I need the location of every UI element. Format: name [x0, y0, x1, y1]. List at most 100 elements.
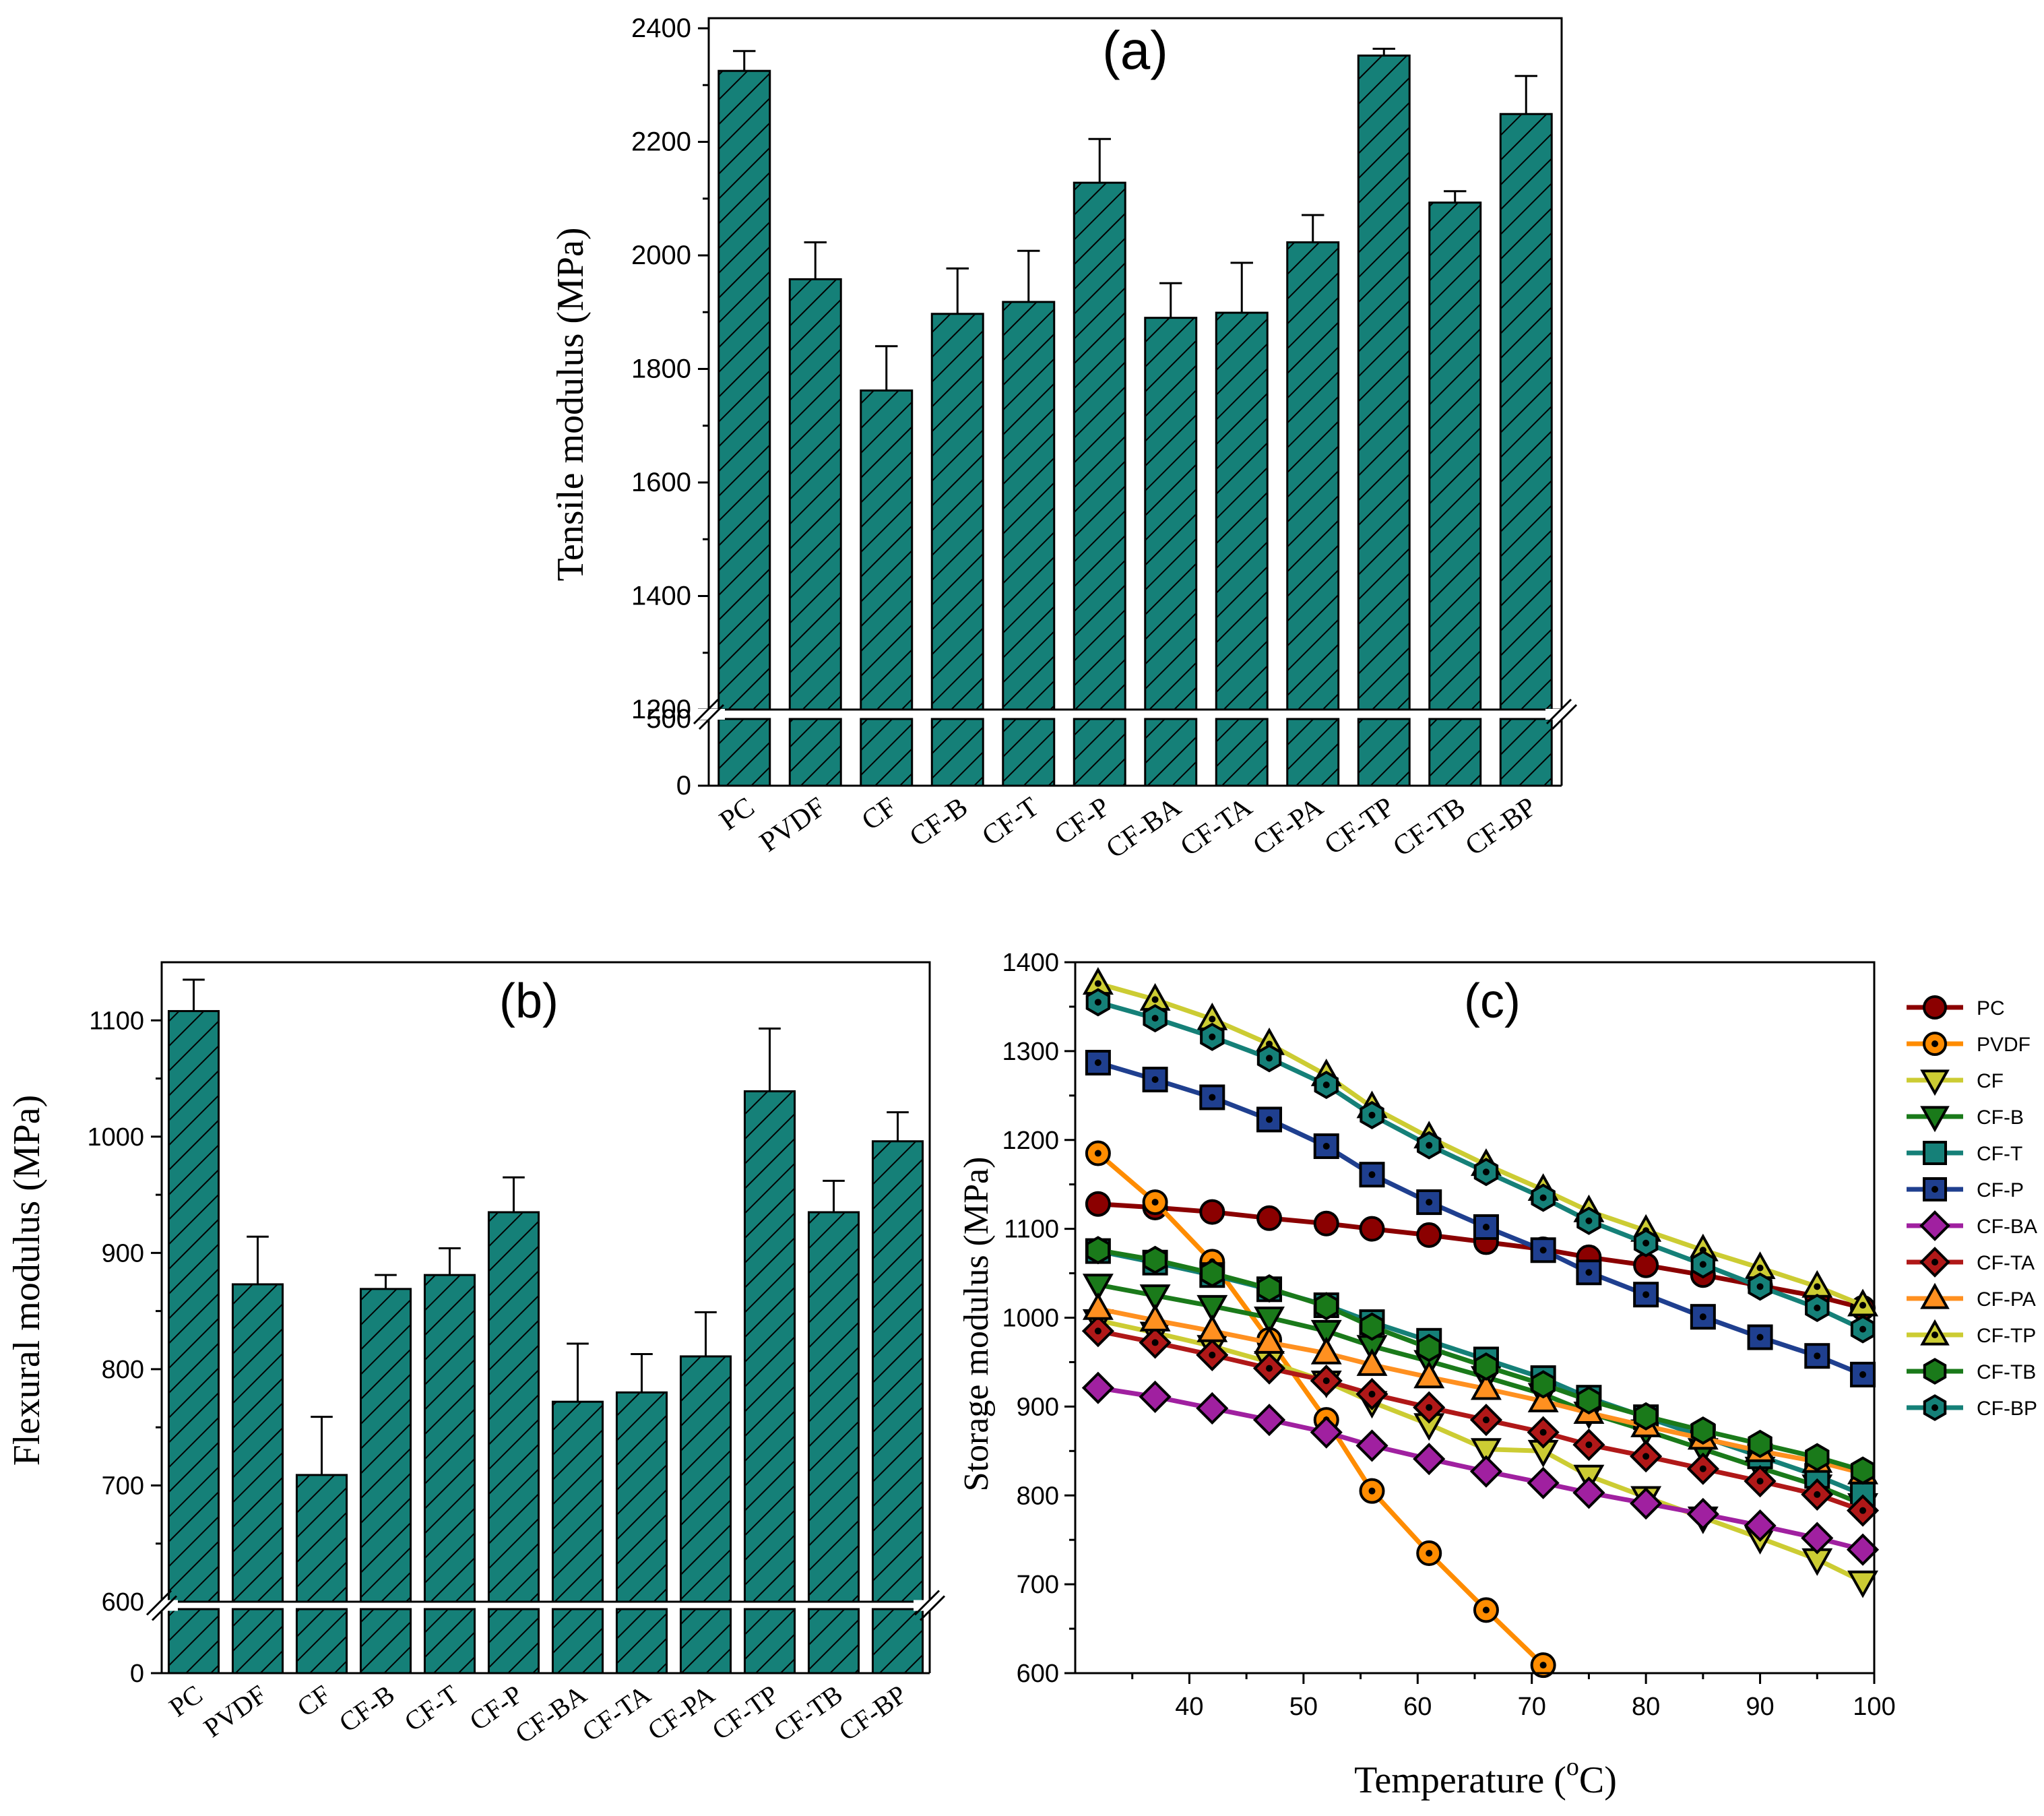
data-point-cf-ba — [1744, 1509, 1777, 1542]
data-point-cf-tp-dot — [1859, 1302, 1867, 1309]
data-point-cf-bp-dot — [1814, 1304, 1821, 1311]
axis-break-mark — [914, 1590, 940, 1616]
data-point-cf-p-dot — [1151, 1076, 1159, 1084]
data-point-pvdf-dot — [1094, 1150, 1101, 1157]
data-point-cf-bp-dot — [1699, 1261, 1706, 1268]
data-point-cf-p-dot — [1482, 1223, 1490, 1230]
data-point-cf-ta-dot — [1368, 1390, 1376, 1398]
data-point-cf-tb — [1690, 1416, 1716, 1445]
data-point-cf-ta-dot — [1322, 1377, 1330, 1385]
axis-break-mark — [1551, 703, 1578, 730]
data-point-cf-bp-dot — [1756, 1283, 1764, 1290]
data-point-cf-tb — [1805, 1443, 1830, 1472]
category-label: CF-PA — [642, 1679, 720, 1746]
bar-lower-cf-b — [930, 718, 984, 787]
data-point-cf-ba — [1469, 1455, 1503, 1488]
category-label: CF — [292, 1679, 336, 1723]
data-point-cf-ta-dot — [1266, 1365, 1273, 1372]
data-point-cf-tb — [1633, 1402, 1659, 1431]
legend-label: PC — [1977, 997, 2005, 1020]
series-cf-bp — [1085, 988, 1876, 1344]
bar-upper-cf-t — [423, 1274, 476, 1603]
category-label: CF — [856, 792, 902, 837]
data-point-cf-p-dot — [1814, 1352, 1821, 1360]
legend-label: CF-P — [1977, 1179, 2024, 1201]
data-point-cf-p — [1850, 1361, 1876, 1387]
data-point-cf-ta-dot — [1482, 1416, 1490, 1424]
data-point-cf-tb — [1314, 1292, 1339, 1321]
legend-label: CF-BP — [1977, 1398, 2037, 1420]
bar-upper-pc — [167, 1009, 220, 1603]
data-point-cf-bp-dot — [1859, 1325, 1867, 1333]
legend-marker-dot — [1931, 1259, 1938, 1265]
axis-break-mark — [919, 1595, 946, 1621]
data-point-cf — [1470, 1438, 1502, 1466]
data-point-cf-bp-dot — [1539, 1194, 1547, 1201]
legend-label: CF-TB — [1977, 1361, 2036, 1383]
data-point-cf-ba — [1081, 1371, 1114, 1404]
data-point-cf-bp-dot — [1585, 1217, 1593, 1224]
category-label: CF-BP — [833, 1679, 912, 1747]
panel-c-ylabel: Storage modulus (MPa) — [957, 1157, 996, 1492]
data-point-cf-ta-dot — [1539, 1429, 1547, 1436]
data-point-cf-ta-dot — [1094, 1327, 1101, 1335]
x-tick-label: 40 — [1175, 1693, 1203, 1721]
x-tick-label: 50 — [1289, 1693, 1318, 1721]
y-tick-label: 1000 — [87, 1123, 144, 1152]
data-point-pc — [1199, 1199, 1225, 1225]
data-point-cf-tb — [1417, 1334, 1442, 1363]
bar-lower-pvdf — [788, 718, 842, 787]
axis-break-mark — [146, 1590, 172, 1616]
data-point-cf-p-dot — [1426, 1199, 1433, 1206]
panel-a-label: (a) — [1102, 20, 1168, 80]
data-point-pvdf-dot — [1539, 1662, 1547, 1669]
data-point-pvdf-dot — [1368, 1487, 1376, 1495]
bar-upper-cf-pa — [1286, 241, 1340, 711]
panel-c-xlabel-tail: C) — [1579, 1759, 1617, 1801]
category-label: CF-BA — [1101, 791, 1187, 865]
bar-upper-cf-b — [930, 313, 984, 711]
y-tick-label: 1100 — [89, 1007, 144, 1035]
y-tick-label: 600 — [1017, 1660, 1059, 1688]
data-point-cf-ta-dot — [1426, 1404, 1433, 1411]
category-label: CF-B — [904, 792, 973, 853]
y-tick-label: 1300 — [1002, 1038, 1059, 1066]
bar-upper-cf-tb — [807, 1211, 860, 1603]
y-tick-label: 800 — [102, 1356, 144, 1384]
bar-lower-cf-bp — [871, 1608, 924, 1674]
data-point-cf-bp-dot — [1094, 999, 1101, 1006]
legend-entry-cf-b: CF-B — [1907, 1106, 2024, 1133]
bar-lower-cf-ba — [1144, 718, 1198, 787]
bar-lower-pvdf — [231, 1608, 284, 1674]
data-point-cf-p-dot — [1368, 1171, 1376, 1179]
y-tick-label: 800 — [1017, 1482, 1059, 1510]
x-tick-label: 90 — [1746, 1693, 1774, 1721]
data-point-cf-p — [1473, 1214, 1499, 1240]
bar-lower-cf-bp — [1499, 718, 1553, 787]
data-point-cf-tb — [1200, 1259, 1225, 1288]
legend-entry-cf: CF — [1907, 1069, 2004, 1096]
bar-upper-cf — [295, 1474, 348, 1603]
data-point-cf-tp-dot — [1814, 1283, 1821, 1290]
data-point-pvdf-dot — [1426, 1549, 1433, 1557]
data-point-cf-p-dot — [1266, 1116, 1273, 1123]
data-point-pvdf-dot — [1151, 1199, 1159, 1206]
legend-entry-cf-p: CF-P — [1907, 1177, 2024, 1201]
y-tick-label: 1400 — [631, 582, 691, 611]
axis-break-gap — [1545, 709, 1578, 720]
bar-upper-cf-b — [359, 1288, 412, 1603]
legend-entry-cf-pa: CF-PA — [1907, 1282, 2036, 1311]
legend-label: CF-BA — [1977, 1216, 2037, 1238]
data-point-cf-tb — [1085, 1236, 1111, 1265]
data-point-cf-tb — [1531, 1370, 1556, 1399]
data-point-pc — [1416, 1222, 1442, 1248]
bar-upper-cf-ba — [1144, 317, 1198, 711]
legend-marker — [1920, 1106, 1950, 1133]
data-point-cf-bp-dot — [1368, 1111, 1376, 1119]
y-tick-label: 1000 — [1002, 1305, 1059, 1333]
data-point-cf-tb — [1576, 1386, 1601, 1415]
bar-upper-cf-bp — [871, 1140, 924, 1603]
data-point-cf-b — [1082, 1274, 1114, 1302]
category-label: CF-BA — [509, 1679, 592, 1749]
legend-label: CF-TP — [1977, 1325, 2036, 1347]
